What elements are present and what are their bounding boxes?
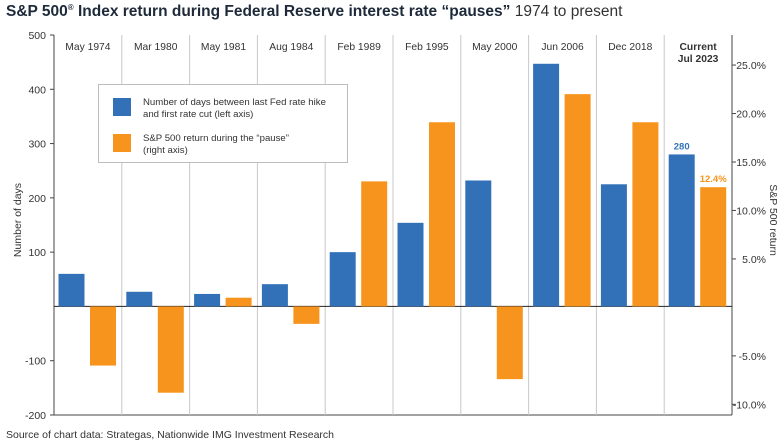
- right-axis-tick-label: 5.0%: [742, 254, 766, 266]
- bar-days: [465, 180, 492, 307]
- right-axis-tick-label: 20.0%: [736, 109, 766, 121]
- legend: Number of days between last Fed rate hik…: [98, 84, 348, 163]
- right-axis-tick-label: 10.0%: [736, 205, 766, 217]
- right-axis-tick-label: -5.0%: [739, 351, 766, 363]
- bar-return: [632, 122, 659, 307]
- category-label: May 1974: [65, 42, 110, 53]
- left-axis-title: Number of days: [12, 183, 24, 257]
- legend-swatch-days: [113, 98, 131, 116]
- bar-days: [397, 222, 424, 307]
- bar-days: [126, 291, 153, 307]
- right-axis-tick-label: 15.0%: [736, 157, 766, 169]
- left-axis-tick-label: 500: [28, 30, 46, 42]
- left-axis-tick-label: -100: [25, 356, 46, 368]
- right-axis-tick-label: -10.0%: [733, 399, 766, 411]
- chart-subtitle: 1974 to present: [510, 3, 623, 21]
- bar-days: [533, 63, 560, 307]
- bar-days: [58, 273, 85, 307]
- bar-return: [361, 181, 388, 307]
- right-axis-title: S&P 500 return: [767, 184, 779, 256]
- category-label: May 2000: [472, 42, 517, 53]
- bar-return: [496, 306, 523, 380]
- category-label: Feb 1995: [405, 42, 449, 53]
- category-label: May 1981: [201, 42, 246, 53]
- category-label: Jun 2006: [541, 42, 584, 53]
- category-label: Aug 1984: [269, 42, 313, 53]
- category-label: Current: [680, 42, 718, 53]
- bar-return: [90, 306, 116, 366]
- bar-days: [261, 284, 288, 307]
- source-note: Source of chart data: Strategas, Nationw…: [6, 429, 334, 441]
- bar-return: [157, 306, 184, 393]
- bar-return: [225, 297, 252, 307]
- category-label: Mar 1980: [134, 42, 178, 53]
- bar-return: [700, 187, 727, 307]
- right-axis-tick-label: 25.0%: [736, 60, 766, 72]
- category-label: Dec 2018: [608, 42, 652, 53]
- chart-title: S&P 500® Index return during Federal Res…: [6, 3, 623, 21]
- category-label: Feb 1989: [337, 42, 381, 53]
- left-axis-tick-label: 400: [28, 84, 46, 96]
- bar-days: [668, 154, 695, 307]
- left-axis-tick-label: -200: [25, 410, 46, 422]
- left-axis-tick-label: 200: [28, 193, 46, 205]
- bar-return: [429, 122, 455, 307]
- bar-days: [600, 184, 627, 307]
- bar-days: [329, 252, 356, 307]
- data-label-days-current: 280: [674, 141, 690, 152]
- data-label-return-current: 12.4%: [700, 174, 727, 185]
- left-axis-tick-label: 300: [28, 139, 46, 151]
- bar-return: [293, 306, 320, 324]
- bar-return: [564, 94, 591, 307]
- legend-swatch-return: [113, 134, 131, 152]
- left-axis-tick-label: 100: [28, 247, 46, 259]
- category-label: Jul 2023: [678, 54, 719, 65]
- bar-days: [194, 293, 221, 307]
